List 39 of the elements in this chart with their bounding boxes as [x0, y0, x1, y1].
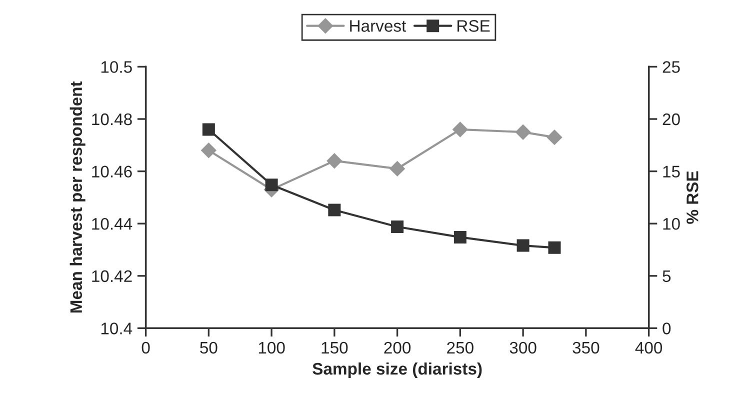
legend-label: Harvest	[350, 20, 406, 32]
point	[516, 239, 530, 252]
point	[548, 241, 561, 254]
x-tick-label: 0	[142, 342, 150, 354]
y-axis-title: Mean harvest per respondent	[70, 81, 86, 313]
y2-tick-label: 0	[662, 322, 671, 334]
point	[454, 230, 466, 244]
y2-axis-title: % RSE	[686, 171, 698, 224]
x-tick-label: 100	[258, 342, 285, 354]
point	[515, 124, 531, 140]
point	[202, 123, 215, 136]
y2-tick-label: 20	[662, 113, 680, 126]
x-tick-label: 250	[447, 342, 474, 354]
x-tick-label: 150	[322, 342, 348, 354]
point	[546, 130, 562, 145]
y-tick-label: 10.4	[101, 322, 132, 334]
point	[326, 153, 342, 168]
y2-tick-label: 25	[662, 61, 680, 73]
x-tick-label: 300	[510, 342, 536, 354]
y-tick-label: 10.42	[92, 270, 132, 282]
y-tick-label: 10.44	[92, 218, 132, 230]
point	[452, 122, 468, 138]
y2-tick-label: 15	[663, 166, 680, 178]
point	[391, 220, 404, 233]
y2-tick-label: 5	[662, 270, 671, 282]
x-tick-label: 50	[200, 342, 218, 354]
y-tick-label: 10.5	[101, 61, 132, 73]
legend-label: RSE	[458, 20, 490, 32]
y2-tick-label: 10	[663, 218, 680, 230]
x-tick-label: 350	[572, 342, 600, 354]
x-tick-label: 400	[635, 342, 662, 354]
y-tick-label: 10.46	[92, 166, 132, 178]
x-axis-title: Sample size (diarists)	[312, 362, 482, 378]
point	[265, 178, 278, 192]
point	[328, 204, 341, 216]
point	[390, 161, 405, 176]
y-tick-label: 10.48	[92, 113, 132, 126]
x-tick-label: 200	[384, 342, 411, 354]
point	[201, 142, 216, 158]
